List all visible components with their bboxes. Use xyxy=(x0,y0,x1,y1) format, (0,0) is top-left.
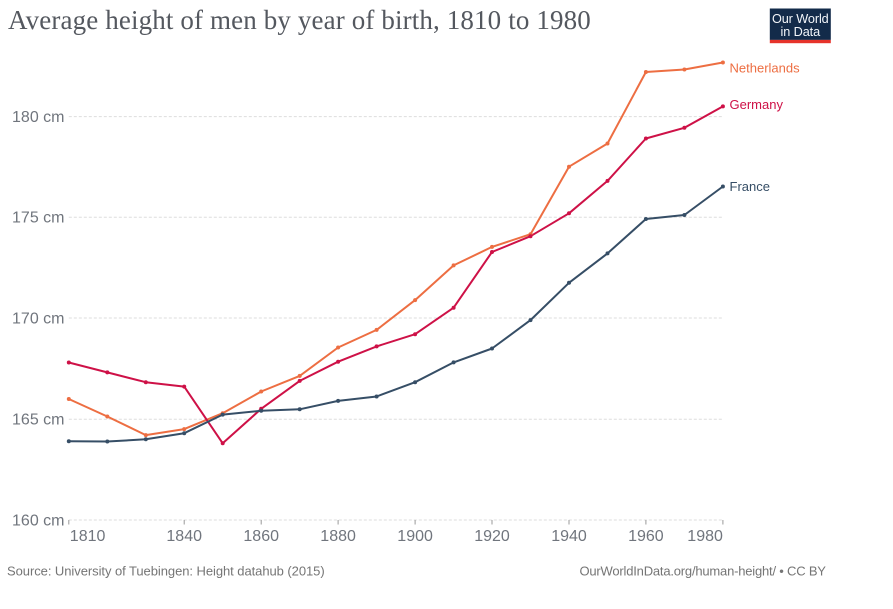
svg-text:1840: 1840 xyxy=(166,528,202,545)
svg-text:1920: 1920 xyxy=(474,528,510,545)
svg-text:Average height of men by year: Average height of men by year of birth, … xyxy=(8,5,591,35)
svg-text:180 cm: 180 cm xyxy=(12,109,64,126)
svg-text:Source: University of Tuebinge: Source: University of Tuebingen: Height … xyxy=(7,563,325,578)
svg-text:175 cm: 175 cm xyxy=(12,210,64,227)
svg-text:Germany: Germany xyxy=(730,97,784,112)
svg-text:160 cm: 160 cm xyxy=(12,513,64,530)
svg-text:170 cm: 170 cm xyxy=(12,311,64,328)
svg-text:1900: 1900 xyxy=(397,528,433,545)
svg-text:1940: 1940 xyxy=(551,528,587,545)
svg-text:Netherlands: Netherlands xyxy=(730,61,801,76)
svg-text:1960: 1960 xyxy=(628,528,664,545)
svg-text:1980: 1980 xyxy=(687,528,723,545)
svg-text:1880: 1880 xyxy=(320,528,356,545)
svg-text:165 cm: 165 cm xyxy=(12,412,64,429)
svg-text:Our World: Our World xyxy=(772,12,829,26)
svg-text:France: France xyxy=(730,179,770,194)
svg-text:1860: 1860 xyxy=(243,528,279,545)
svg-text:OurWorldInData.org/human-heigh: OurWorldInData.org/human-height/ • CC BY xyxy=(579,563,826,578)
svg-text:1810: 1810 xyxy=(70,528,106,545)
svg-text:in Data: in Data xyxy=(781,25,822,39)
